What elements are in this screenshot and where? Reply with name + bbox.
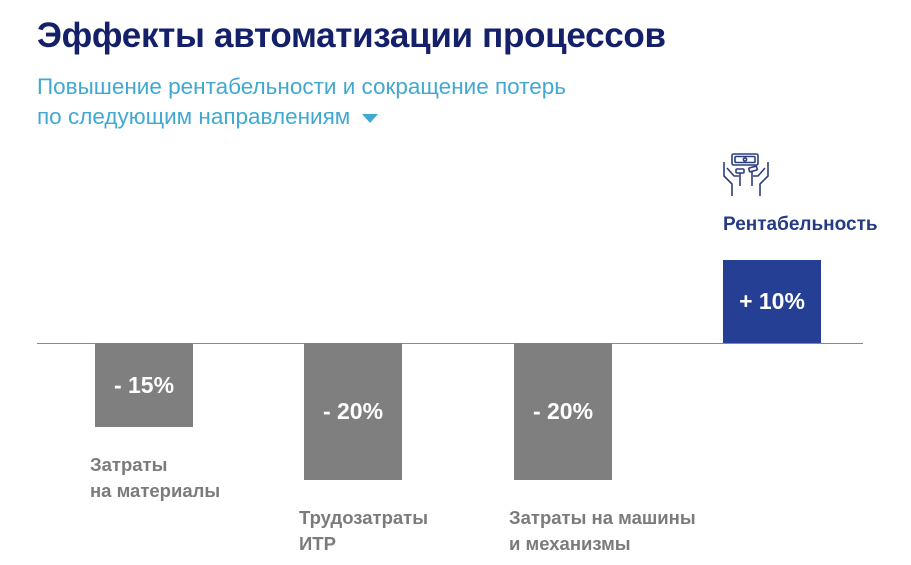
category-label: Затраты на машины и механизмы xyxy=(509,507,696,554)
bar-1: - 15% xyxy=(95,343,193,427)
baseline-axis xyxy=(37,343,863,344)
bar-2: - 20% xyxy=(304,343,402,480)
bar-data-label: - 15% xyxy=(113,371,175,398)
money-in-hands-icon xyxy=(723,153,769,196)
subtitle: Повышение рентабельности и сокращение по… xyxy=(37,72,566,132)
subtitle-line-2-text: по следующим направлениям xyxy=(37,104,351,129)
bar-4: + 10% xyxy=(723,260,821,343)
category-label: Трудозатраты ИТР xyxy=(299,507,429,554)
subtitle-line-1: Повышение рентабельности и сокращение по… xyxy=(37,74,566,99)
highlight-label: Рентабельность xyxy=(723,214,878,235)
subtitle-line-2: по следующим направлениям xyxy=(37,102,566,132)
bar-data-label: + 10% xyxy=(739,288,805,314)
category-label: Затраты на материалы xyxy=(90,454,221,501)
bar-3: - 20% xyxy=(514,343,612,480)
page-title: Эффекты автоматизации процессов xyxy=(37,16,666,55)
triangle-down-icon xyxy=(362,113,379,123)
bar-data-label: - 20% xyxy=(322,398,384,424)
bar-data-label: - 20% xyxy=(532,398,594,424)
